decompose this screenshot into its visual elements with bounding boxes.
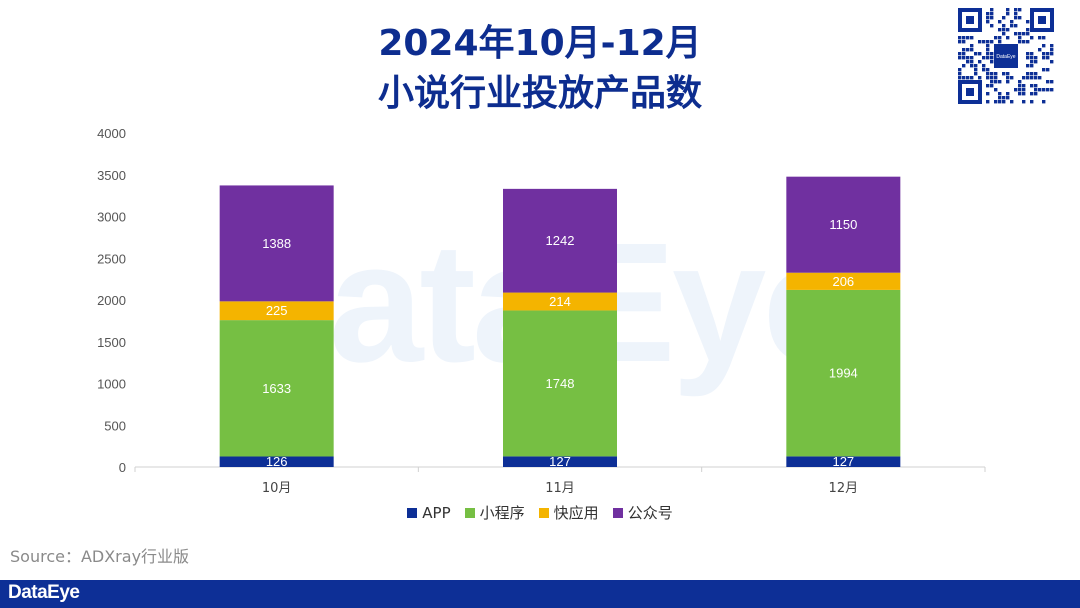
x-tick-label: 11月: [545, 481, 575, 496]
legend: APP 小程序 快应用 公众号: [0, 502, 1080, 523]
bar-segment: [786, 176, 901, 273]
bar-segment: [786, 272, 901, 290]
legend-label: APP: [422, 503, 451, 522]
y-tick-label: 3500: [97, 168, 126, 183]
data-label: 225: [266, 303, 288, 318]
data-label: 214: [549, 294, 571, 309]
data-label: 1748: [546, 376, 575, 391]
y-tick-label: 4000: [97, 126, 126, 141]
bar-segment: [219, 301, 334, 321]
bar-segment: [219, 456, 334, 467]
bar-segment: [503, 188, 617, 293]
chart-title-line1: 2024年10月-12月: [378, 23, 702, 64]
x-axis: 10月 11月 12月: [134, 466, 986, 496]
legend-label: 快应用: [553, 504, 599, 522]
legend-swatch: [407, 507, 418, 518]
data-label: 1150: [829, 217, 857, 232]
bars: 126 1633 225 1388 127 1748 214 1242 127 1994 206 11…: [219, 176, 901, 469]
legend-label: 小程序: [479, 504, 525, 522]
legend-swatch: [612, 507, 623, 518]
legend-swatch: [538, 507, 549, 518]
legend-item: 公众号: [612, 502, 673, 523]
data-label: 1242: [546, 233, 575, 248]
y-tick-label: 3000: [97, 210, 126, 225]
data-label: 1388: [262, 236, 291, 251]
qr-center-label: DataEye: [996, 54, 1015, 60]
legend-item: 快应用: [538, 502, 599, 523]
bar-segment: [786, 456, 901, 467]
brand-logo: DataEye: [8, 582, 80, 603]
legend-item: 小程序: [464, 502, 525, 523]
qr-code: DataEye: [958, 8, 1054, 104]
data-label: 206: [832, 274, 854, 289]
y-tick-label: 2500: [97, 251, 126, 266]
data-label: 1994: [829, 366, 858, 381]
x-tick-label: 10月: [262, 481, 292, 496]
source-note: Source：ADXray行业版: [10, 547, 190, 566]
bar-segment: [503, 456, 617, 467]
data-label: 127: [549, 454, 571, 469]
y-tick-label: 500: [104, 418, 126, 433]
chart-title-line2: 小说行业投放产品数: [377, 73, 702, 114]
legend-item: APP: [407, 502, 451, 523]
legend-swatch: [464, 507, 475, 518]
y-tick-label: 2000: [97, 293, 126, 308]
bar-segment: [503, 310, 617, 457]
y-tick-label: 0: [119, 460, 126, 475]
footer-bar: DataEye: [0, 580, 1080, 608]
y-tick-label: 1500: [97, 335, 126, 350]
data-label: 126: [266, 454, 288, 469]
legend-label: 公众号: [627, 504, 673, 522]
data-label: 127: [832, 454, 854, 469]
x-tick-label: 12月: [829, 481, 859, 496]
bar-segment: [219, 320, 334, 457]
data-label: 1633: [262, 381, 291, 396]
bar-segment: [503, 292, 617, 311]
bar-segment: [786, 289, 901, 457]
y-tick-label: 1000: [97, 377, 126, 392]
y-axis: 0 500 1000 1500 2000 2500 3000 3500 4000: [97, 126, 126, 475]
bar-segment: [219, 185, 334, 302]
